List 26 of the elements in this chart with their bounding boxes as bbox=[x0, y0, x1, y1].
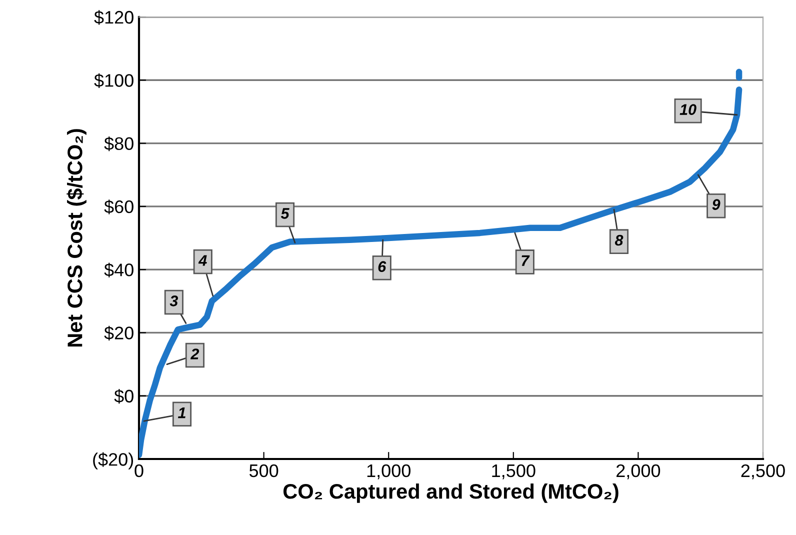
y-tick-label: $40 bbox=[104, 262, 134, 278]
x-tick-label: 2,500 bbox=[741, 464, 785, 480]
annotation: 6 bbox=[378, 261, 386, 272]
x-tick-label: 0 bbox=[134, 464, 144, 478]
annotation: 2 bbox=[190, 348, 200, 360]
annotation: 9 bbox=[712, 199, 720, 210]
annotation: 4 bbox=[198, 255, 207, 266]
y-axis-title: Net CCS Cost ($/tCO₂) bbox=[66, 129, 86, 347]
x-tick-label: 500 bbox=[249, 464, 278, 478]
annotation: 1 bbox=[178, 408, 186, 418]
y-tick-label: $60 bbox=[104, 200, 134, 214]
annotation: 8 bbox=[614, 234, 624, 246]
x-axis-title: CO₂ Captured and Stored (MtCO₂) bbox=[283, 483, 618, 503]
annotation: 10 bbox=[680, 104, 696, 115]
annotation: 7 bbox=[522, 255, 530, 266]
x-tick-label: 2,000 bbox=[616, 464, 660, 480]
y-tick-label: $0 bbox=[114, 389, 134, 404]
x-tick-label: 1,000 bbox=[367, 464, 410, 480]
annotation: 3 bbox=[170, 296, 178, 306]
y-tick-label: $20 bbox=[104, 326, 134, 341]
y-tick-label: ($20) bbox=[93, 452, 134, 470]
y-tick-label: $100 bbox=[94, 73, 134, 88]
x-tick-label: 1,500 bbox=[492, 464, 536, 480]
y-tick-label: $80 bbox=[104, 136, 134, 152]
annotation: 5 bbox=[280, 208, 290, 219]
y-tick-label: $120 bbox=[94, 10, 134, 25]
